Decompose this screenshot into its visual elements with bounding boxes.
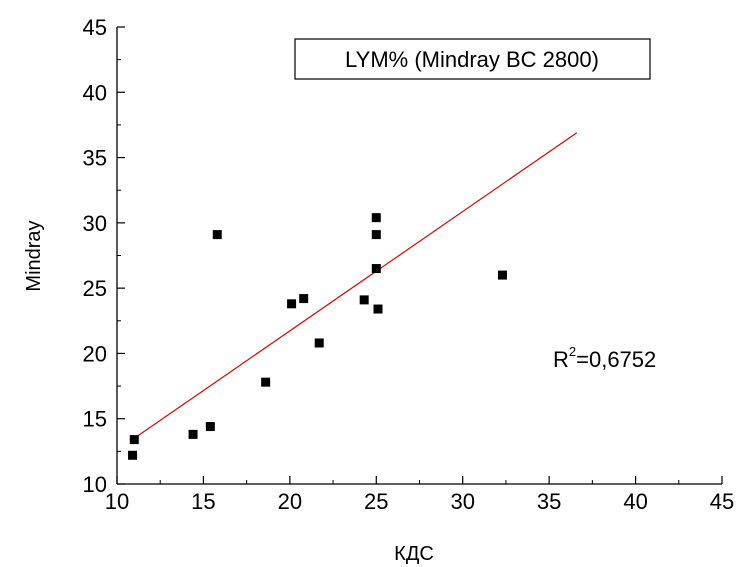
y-tick-label: 30 (83, 211, 107, 236)
data-points (128, 213, 507, 460)
legend-box: LYM% (Mindray BC 2800) (294, 38, 651, 80)
y-tick-label: 10 (83, 472, 107, 497)
data-point (314, 338, 324, 348)
x-tick-label: 45 (710, 489, 734, 514)
data-point (371, 230, 381, 240)
r-squared-annotation: R2=0,6752 (553, 344, 656, 372)
data-point (261, 377, 271, 387)
y-tick-label: 20 (83, 341, 107, 366)
data-point (188, 429, 198, 439)
axes (116, 27, 722, 485)
x-tick-label: 20 (278, 489, 302, 514)
x-tick-label: 30 (450, 489, 474, 514)
y-tick-label: 25 (83, 276, 107, 301)
data-point (128, 450, 138, 460)
data-point (205, 422, 215, 432)
x-tick-label: 10 (105, 489, 129, 514)
x-tick-label: 35 (537, 489, 561, 514)
y-tick-label: 35 (83, 146, 107, 171)
data-point (359, 295, 369, 305)
regression-line (133, 132, 578, 439)
data-point (371, 264, 381, 274)
x-tick-label: 40 (623, 489, 647, 514)
y-tick-label: 15 (83, 407, 107, 432)
y-tick-label: 45 (83, 15, 107, 40)
x-tick-label: 25 (364, 489, 388, 514)
y-tick-label: 40 (83, 80, 107, 105)
r-squared-exponent: 2 (569, 344, 576, 359)
x-axis-title: КДС (394, 543, 434, 565)
r-squared-value: =0,6752 (576, 347, 656, 372)
ticks (116, 26, 723, 485)
data-point (373, 304, 383, 314)
data-point (371, 213, 381, 223)
data-point (299, 294, 309, 304)
data-point (287, 299, 297, 309)
regression-line-group (133, 132, 578, 439)
data-point (212, 230, 222, 240)
legend-label: LYM% (Mindray BC 2800) (345, 47, 599, 72)
legend-frame (294, 38, 651, 80)
r-squared-base: R (553, 347, 569, 372)
x-tick-label: 15 (191, 489, 215, 514)
tick-labels: 10 15 20 25 30 35 40 45 10 15 20 25 30 35 40 45 (83, 15, 735, 514)
y-axis-title: Mindray (23, 220, 45, 291)
data-point (129, 435, 139, 445)
data-point (497, 270, 507, 280)
